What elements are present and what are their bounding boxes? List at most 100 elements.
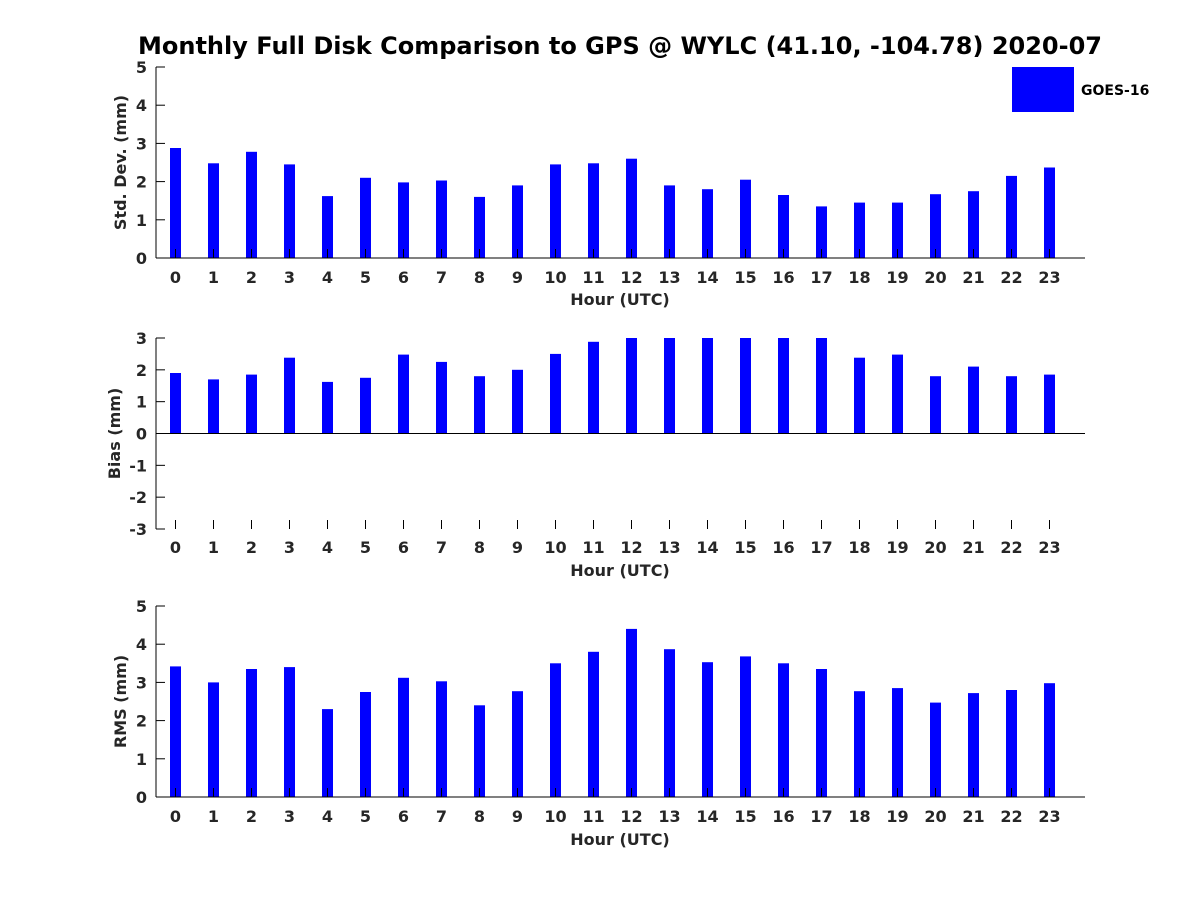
x-tick-label: 17 [810,538,832,557]
y-tick-label: 0 [136,425,147,444]
bar [474,705,485,797]
x-tick-label: 14 [696,538,718,557]
bar [778,338,789,434]
x-tick-label: 11 [582,538,604,557]
x-tick-label: 3 [284,268,295,287]
x-tick-label: 22 [1000,268,1022,287]
bar [436,681,447,797]
bar [702,338,713,434]
x-tick-label: 11 [582,807,604,826]
x-tick-label: 0 [170,538,181,557]
bar [284,667,295,797]
bar [550,353,561,434]
x-tick-label: 1 [208,268,219,287]
x-tick-label: 7 [436,268,447,287]
x-tick-label: 7 [436,538,447,557]
bar [740,656,751,797]
bar [474,196,485,258]
legend-swatch [1012,67,1074,112]
bar [1044,683,1055,797]
y-tick-label: -3 [129,520,147,539]
bar [892,202,903,258]
bar [512,691,523,797]
bar [246,374,257,434]
x-tick-label: 21 [962,538,984,557]
bar [1044,374,1055,434]
bar [170,148,181,258]
y-tick-label: 5 [136,58,147,77]
bar [816,669,827,797]
bar [930,702,941,797]
x-tick-label: 12 [620,268,642,287]
x-tick-label: 6 [398,268,409,287]
bar [702,662,713,797]
bar [474,376,485,434]
x-tick-label: 4 [322,807,333,826]
bar [170,666,181,797]
x-axis-label: Hour (UTC) [570,561,670,580]
bar [930,376,941,434]
x-tick-label: 9 [512,807,523,826]
bar [626,158,637,258]
y-tick-label: 1 [136,750,147,769]
x-tick-label: 8 [474,538,485,557]
legend-label: GOES-16 [1081,83,1149,99]
x-tick-label: 1 [208,538,219,557]
x-tick-label: 11 [582,268,604,287]
bar [398,182,409,258]
x-tick-label: 17 [810,268,832,287]
x-tick-label: 23 [1038,807,1060,826]
bar [246,669,257,797]
x-tick-label: 4 [322,538,333,557]
x-tick-label: 9 [512,538,523,557]
x-tick-label: 2 [246,538,257,557]
x-tick-label: 10 [544,807,566,826]
bar [1006,175,1017,258]
x-tick-label: 1 [208,807,219,826]
x-tick-label: 0 [170,268,181,287]
bar [626,338,637,434]
x-tick-label: 5 [360,807,371,826]
bar [1006,690,1017,797]
x-tick-label: 3 [284,807,295,826]
bar [208,682,219,797]
y-tick-label: 1 [136,393,147,412]
x-tick-label: 23 [1038,538,1060,557]
x-axis-label: Hour (UTC) [570,830,670,849]
y-axis-label: RMS (mm) [111,655,130,748]
x-tick-label: 16 [772,538,794,557]
bar [588,163,599,258]
x-tick-label: 23 [1038,268,1060,287]
bar [854,357,865,434]
bar [284,164,295,258]
bar [360,377,371,434]
bar [968,366,979,434]
bar [854,691,865,797]
x-tick-label: 22 [1000,538,1022,557]
bar [664,649,675,797]
y-tick-label: 4 [136,96,147,115]
x-tick-label: 0 [170,807,181,826]
x-tick-label: 22 [1000,807,1022,826]
x-tick-label: 9 [512,268,523,287]
x-tick-label: 21 [962,268,984,287]
bar [588,341,599,434]
bar [398,354,409,434]
bar [1044,167,1055,258]
x-tick-label: 15 [734,538,756,557]
bar [740,338,751,434]
y-tick-label: 3 [136,673,147,692]
bar [892,688,903,797]
bar [626,628,637,797]
x-tick-label: 15 [734,268,756,287]
x-tick-label: 5 [360,538,371,557]
bar [702,189,713,258]
x-tick-label: 13 [658,807,680,826]
x-tick-label: 20 [924,538,946,557]
y-tick-label: 2 [136,173,147,192]
x-tick-label: 17 [810,807,832,826]
x-tick-label: 5 [360,268,371,287]
